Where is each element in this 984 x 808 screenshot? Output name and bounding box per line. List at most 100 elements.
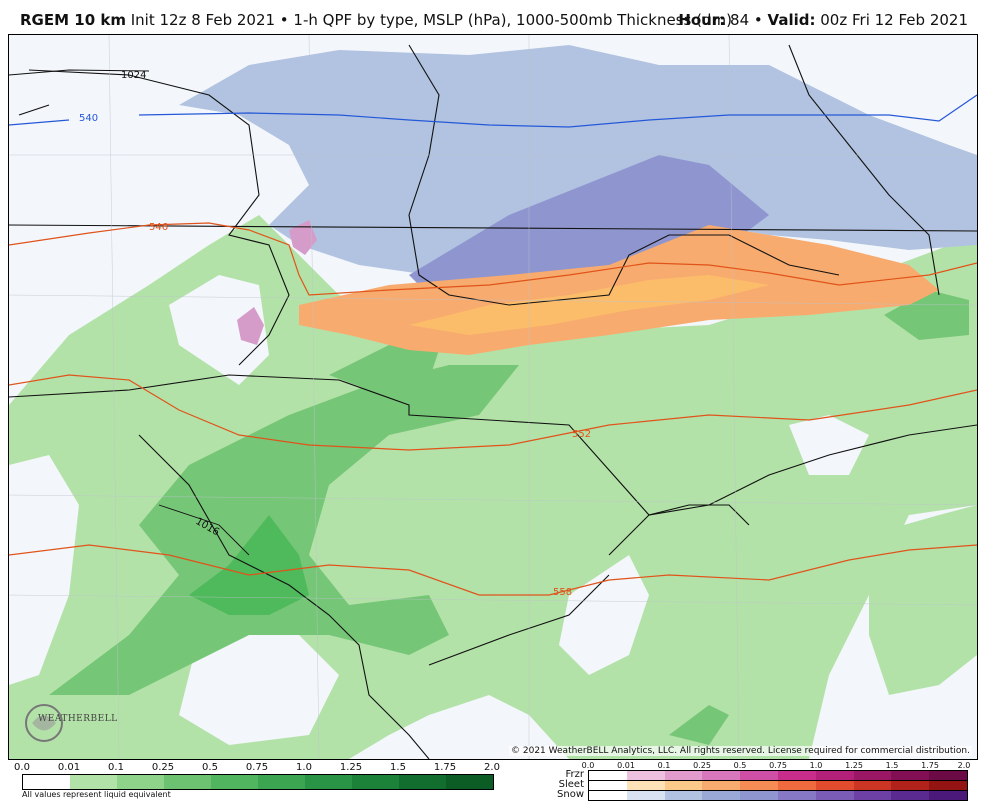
- rain-tick: 0.01: [57, 762, 81, 773]
- sleet-legend-swatch: [589, 781, 627, 790]
- dry-gap-coast: [559, 555, 649, 675]
- sleet-legend-swatch: [777, 781, 816, 790]
- copyright-notice: © 2021 WeatherBELL Analytics, LLC. All r…: [509, 746, 972, 756]
- sleet-legend-swatch: [853, 781, 892, 790]
- frzr-area-north: [289, 220, 317, 255]
- frzr-area-south: [237, 307, 264, 345]
- sleet-legend-swatch: [891, 781, 930, 790]
- rain-legend-swatch: [164, 775, 211, 789]
- sleet-legend-swatch: [664, 781, 703, 790]
- rain-legend-bar: [22, 774, 494, 790]
- sleet-legend-swatch: [702, 781, 741, 790]
- thickness-label-540: 540: [79, 113, 98, 124]
- header: RGEM 10 km Init 12z 8 Feb 2021 • 1-h QPF…: [0, 0, 984, 34]
- snow-legend-swatch: [626, 791, 665, 800]
- frzr-legend-swatch: [740, 771, 778, 780]
- frzr-legend-swatch: [929, 771, 967, 780]
- rain-tick: 0.1: [108, 762, 124, 773]
- product-description: Init 12z 8 Feb 2021 • 1-h QPF by type, M…: [130, 11, 732, 29]
- snow-legend-swatch: [853, 791, 892, 800]
- frzr-legend-swatch: [891, 771, 930, 780]
- dry-gap-sw: [179, 625, 339, 745]
- thickness-552: [9, 374, 977, 451]
- snow-legend-swatch: [929, 791, 967, 800]
- weatherbell-logo-icon: [25, 704, 63, 742]
- ptype-tick: 0.0: [581, 761, 595, 770]
- snow-legend-swatch: [777, 791, 816, 800]
- hour-value: 84: [730, 11, 750, 29]
- rain-moderate-ne: [884, 290, 969, 340]
- rain-legend-swatch: [211, 775, 258, 789]
- rain-moderate-north: [329, 345, 439, 390]
- isobar-1024: [9, 69, 150, 76]
- ptype-tick: 1.25: [845, 761, 863, 770]
- snow-legend-swatch: [740, 791, 778, 800]
- rain-tick: 0.5: [202, 762, 218, 773]
- ptype-tick: 1.0: [809, 761, 823, 770]
- thickness-546: [9, 222, 977, 296]
- snow-legend-swatch: [664, 791, 703, 800]
- sleet-legend-swatch: [740, 781, 778, 790]
- rain-legend-ticks: 0.0 0.01 0.1 0.25 0.5 0.75 1.0 1.25 1.5 …: [14, 762, 504, 774]
- rain-tick: 1.5: [390, 762, 406, 773]
- rain-legend-swatch: [258, 775, 305, 789]
- frzr-legend-swatch: [777, 771, 816, 780]
- sleet-legend-swatch: [626, 781, 665, 790]
- thickness-label-558: 558: [553, 587, 572, 598]
- ptype-tick: 0.25: [693, 761, 711, 770]
- valid-label: Valid:: [767, 11, 816, 29]
- model-name: RGEM 10 km: [20, 11, 126, 29]
- sleet-label: Sleet: [558, 779, 584, 790]
- snow-label: Snow: [557, 789, 584, 800]
- frzr-legend-swatch: [702, 771, 741, 780]
- frzr-label: Frzr: [565, 769, 585, 780]
- rain-tick: 1.0: [296, 762, 312, 773]
- dry-gap-south: [9, 455, 79, 685]
- frzr-legend-swatch: [815, 771, 854, 780]
- dry-gap-west: [169, 275, 269, 385]
- rain-tick: 0.25: [151, 762, 175, 773]
- frzr-legend-swatch: [626, 771, 665, 780]
- rain-legend-swatch: [23, 775, 70, 789]
- ptype-tick: 2.0: [957, 761, 971, 770]
- pressure-label-1024: 1024: [121, 70, 146, 81]
- rain-legend-swatch: [70, 775, 117, 789]
- rain-legend-swatch: [305, 775, 352, 789]
- ptype-tick: 0.75: [769, 761, 787, 770]
- sleet-legend-swatch: [929, 781, 967, 790]
- rain-tick: 1.25: [339, 762, 363, 773]
- legend-note: All values represent liquid equivalent: [22, 790, 171, 799]
- ptype-legend-ticks: 0.0 0.01 0.1 0.25 0.5 0.75 1.0 1.25 1.5 …: [582, 761, 971, 771]
- snow-legend-bar: [588, 790, 968, 801]
- valid-value: 00z Fri 12 Feb 2021: [820, 11, 968, 29]
- rain-legend-swatch: [446, 775, 493, 789]
- map-title: RGEM 10 km Init 12z 8 Feb 2021 • 1-h QPF…: [20, 11, 732, 29]
- thickness-558: [9, 544, 977, 596]
- logo-text: WEATHERBELL: [38, 714, 118, 724]
- rain-tick: 1.75: [433, 762, 457, 773]
- valid-time: Hour: 84 • Valid: 00z Fri 12 Feb 2021: [678, 11, 968, 29]
- frzr-legend-swatch: [853, 771, 892, 780]
- rain-moderate-area: [49, 365, 519, 695]
- frzr-legend-swatch: [589, 771, 627, 780]
- thickness-label-546: 546: [149, 222, 168, 233]
- ptype-tick: 0.5: [733, 761, 747, 770]
- thickness-label-552: 552: [572, 429, 591, 440]
- frzr-legend-swatch: [664, 771, 703, 780]
- isobar-1016: [158, 504, 250, 556]
- hour-label: Hour:: [678, 11, 726, 29]
- rain-legend-swatch: [352, 775, 399, 789]
- rain-tick: 0.75: [245, 762, 269, 773]
- snow-legend-swatch: [815, 791, 854, 800]
- dry-gap-east: [789, 415, 869, 475]
- snow-light-area: [179, 45, 977, 275]
- rain-light-area-east: [609, 505, 829, 635]
- snow-legend-swatch: [589, 791, 627, 800]
- sleet-legend-swatch: [815, 781, 854, 790]
- bullet: •: [753, 11, 763, 29]
- snow-legend-swatch: [702, 791, 741, 800]
- rain-legend-swatch: [117, 775, 164, 789]
- rain-tick: 0.0: [14, 762, 30, 773]
- sleet-heavy-area: [409, 275, 769, 335]
- forecast-map[interactable]: 1024 1016 540 546 552 558: [8, 34, 978, 760]
